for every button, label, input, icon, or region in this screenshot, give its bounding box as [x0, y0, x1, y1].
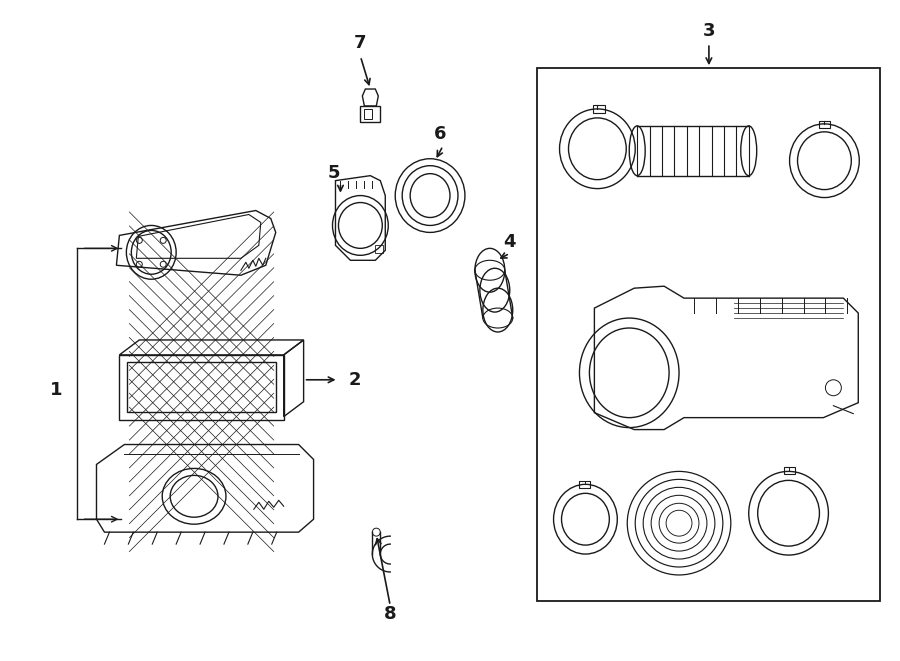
Text: 7: 7 [354, 34, 366, 52]
Bar [360, 106, 381, 122]
Bar [536, 68, 880, 601]
Text: 8: 8 [384, 605, 397, 623]
Text: 1: 1 [50, 381, 63, 399]
Text: 6: 6 [434, 125, 446, 143]
Text: 2: 2 [348, 371, 361, 389]
Bar [120, 355, 284, 420]
Bar [784, 467, 795, 475]
Text: 5: 5 [328, 164, 339, 182]
Bar [593, 105, 606, 113]
Bar [375, 245, 383, 253]
Bar [128, 362, 275, 412]
Bar [580, 481, 590, 488]
Bar [819, 121, 831, 128]
Bar [364, 109, 373, 119]
Text: 3: 3 [703, 22, 716, 40]
Text: 4: 4 [503, 233, 516, 251]
